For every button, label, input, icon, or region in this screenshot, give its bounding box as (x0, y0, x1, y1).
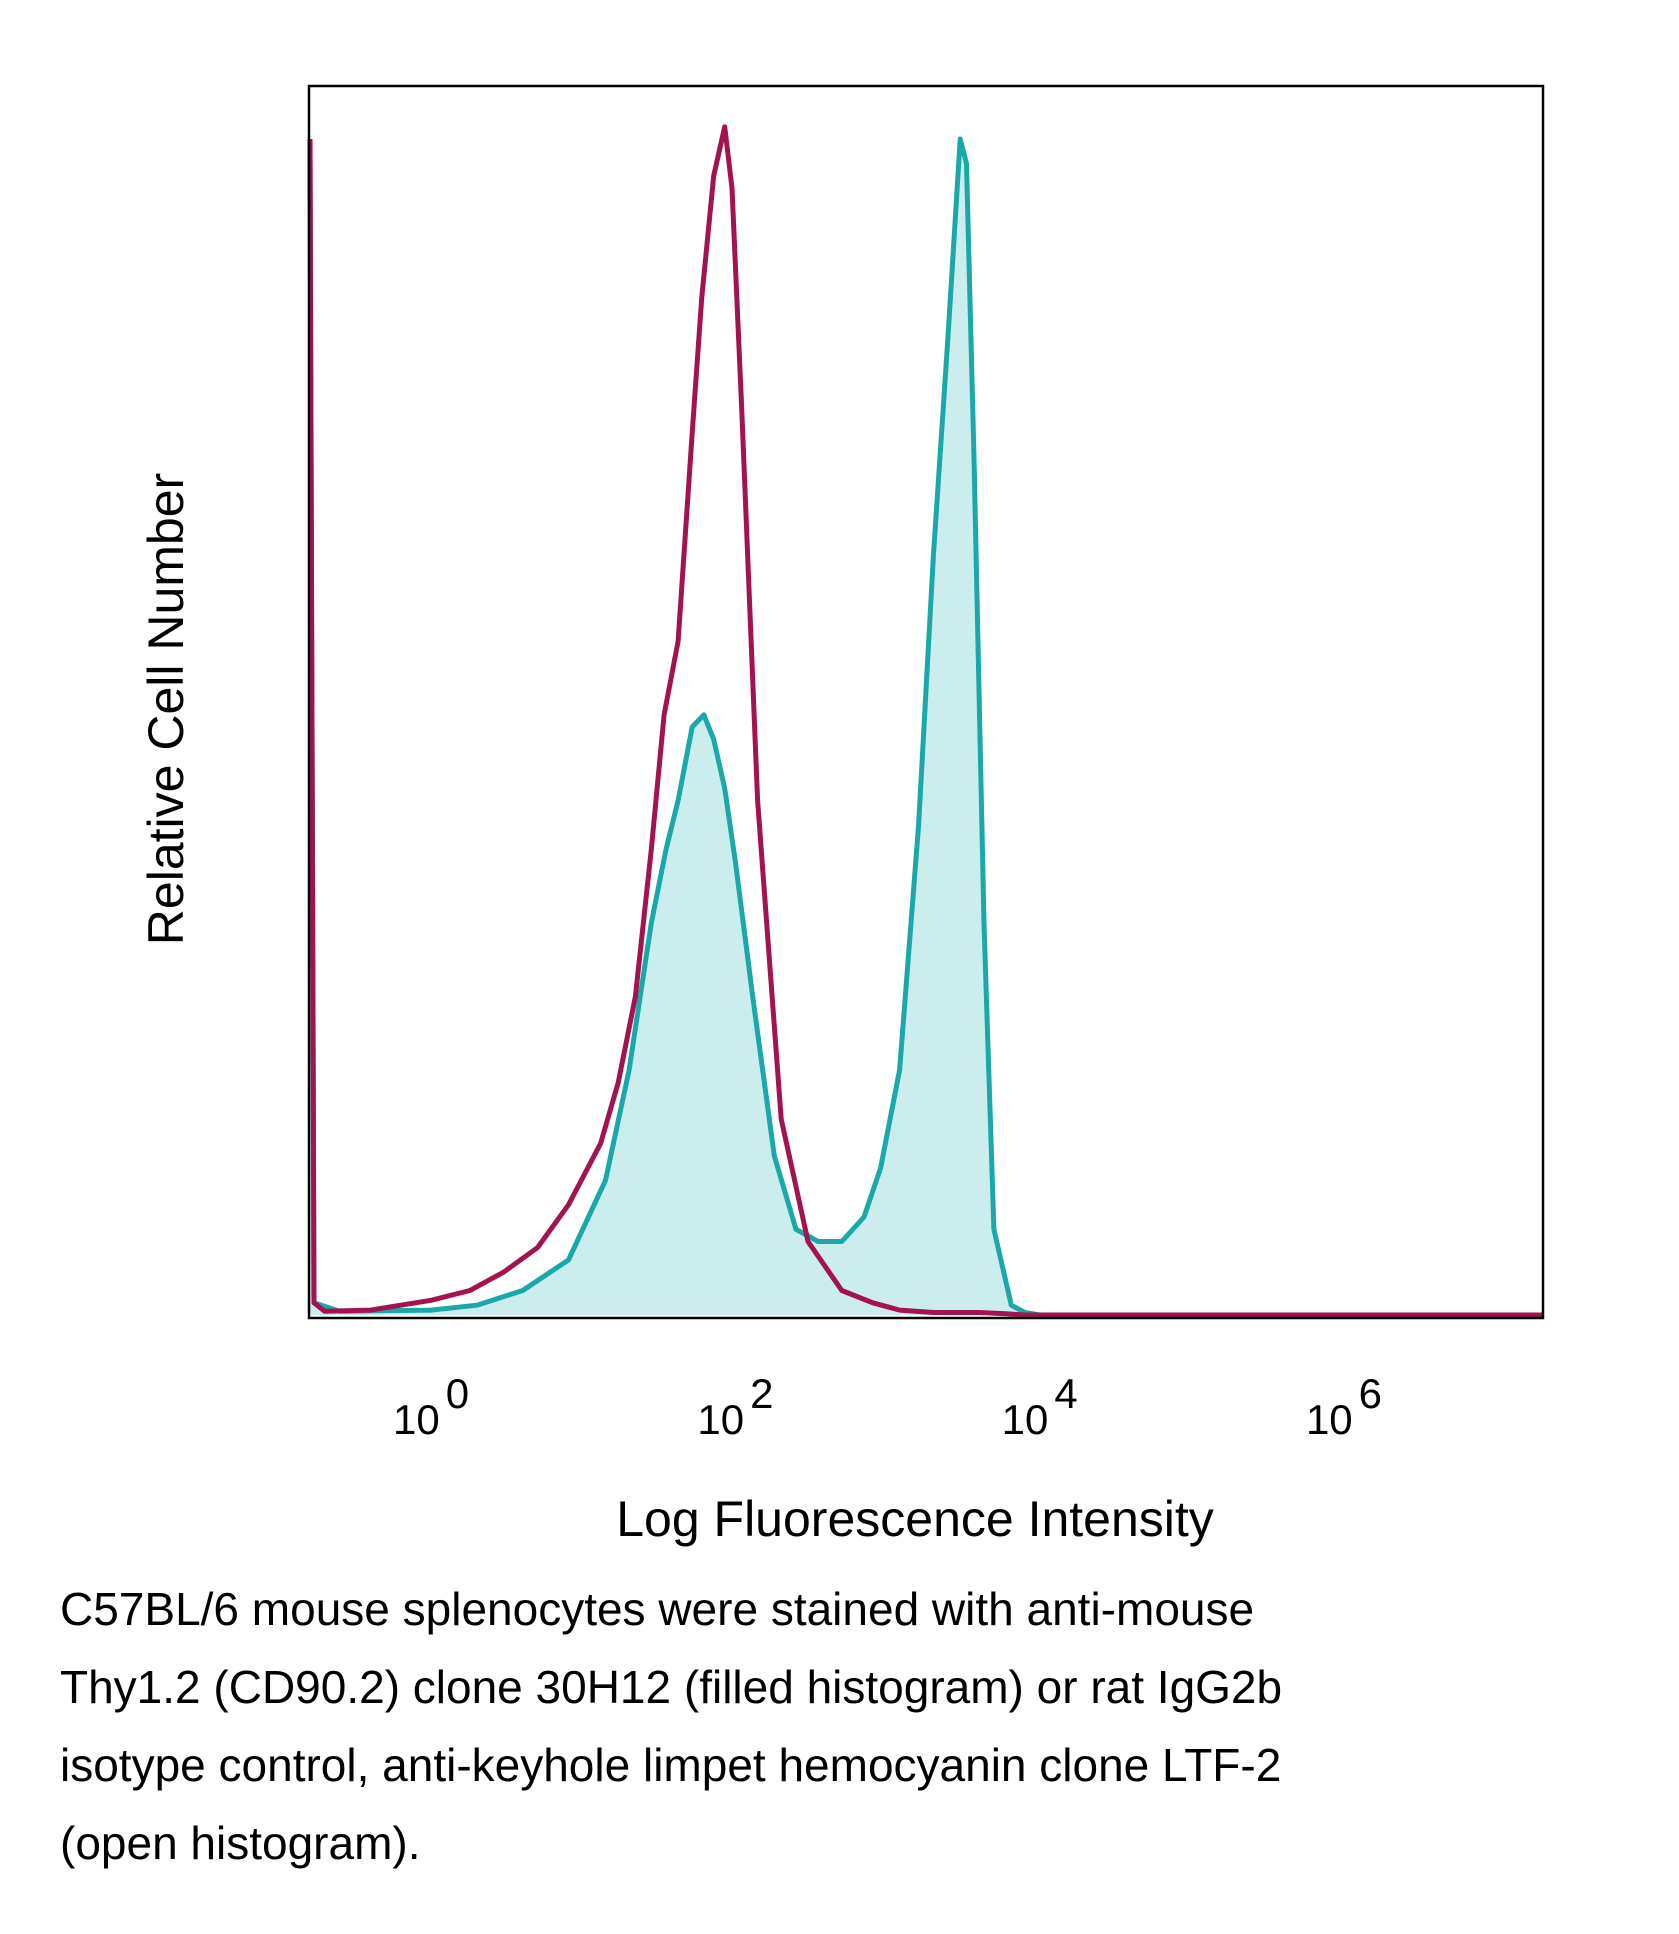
x-tick-label-2: 104 (1002, 1370, 1078, 1443)
open-histogram-line (307, 124, 1542, 1318)
x-tick-label-0: 100 (393, 1370, 469, 1443)
filled-histogram-line (307, 136, 1542, 1318)
x-tick-labels: 100 102 104 106 (393, 1370, 1382, 1443)
series-layer (307, 124, 1542, 1318)
x-tick-label-1: 102 (697, 1370, 773, 1443)
plot-frame (307, 84, 1545, 1320)
x-axis-label: Log Fluorescence Intensity (616, 1491, 1214, 1547)
x-tick-label-3: 106 (1306, 1370, 1382, 1443)
caption-line-3: isotype control, anti-keyhole limpet hem… (60, 1739, 1282, 1791)
figure-caption: C57BL/6 mouse splenocytes were stained w… (60, 1570, 1620, 1882)
caption-line-2: Thy1.2 (CD90.2) clone 30H12 (filled hist… (60, 1661, 1283, 1713)
caption-line-1: C57BL/6 mouse splenocytes were stained w… (60, 1583, 1255, 1635)
caption-line-4: (open histogram). (60, 1817, 421, 1869)
y-axis-label: Relative Cell Number (138, 473, 194, 945)
